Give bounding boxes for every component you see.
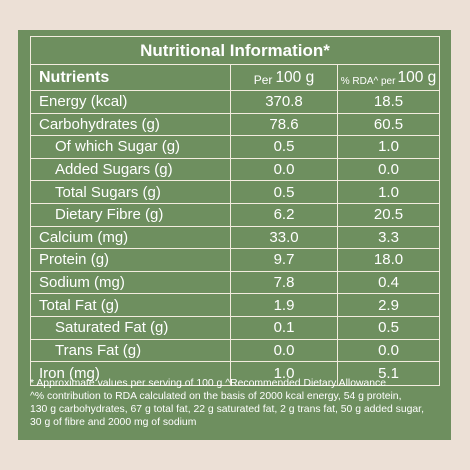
nutrient-name: Added Sugars (g) xyxy=(31,158,231,181)
table-row: Carbohydrates (g) 78.6 60.5 xyxy=(31,113,439,137)
nutrient-name: Total Sugars (g) xyxy=(31,181,231,203)
nutrient-name: Sodium (mg) xyxy=(31,271,231,294)
per-100g-value: 0.1 xyxy=(231,316,338,339)
footnote: * Approximate values per serving of 100 … xyxy=(30,377,442,429)
nutrient-name: Calcium (mg) xyxy=(31,226,231,249)
nutrient-name: Of which Sugar (g) xyxy=(31,136,231,158)
rda-value: 18.5 xyxy=(373,93,404,111)
per-100g-value: 7.8 xyxy=(231,271,338,294)
table-row: Of which Sugar (g) 0.5 1.0 xyxy=(31,136,439,159)
nutrient-name: Iron (mg) xyxy=(31,362,231,385)
rda-value: 60.5 xyxy=(373,115,404,133)
rda-value: 3.3 xyxy=(378,228,399,246)
per-100g-value: 33.0 xyxy=(231,226,338,249)
header-per-100g: Per 100 g xyxy=(231,65,338,90)
table-row: Total Fat (g) 1.9 2.9 xyxy=(31,294,439,317)
table-row: Trans Fat (g) 0.0 0.0 xyxy=(31,339,439,363)
table-row: Calcium (mg) 33.0 3.3 xyxy=(31,226,439,250)
rda-value: 0.4 xyxy=(378,274,399,292)
per-100g-value: 0.5 xyxy=(231,136,338,158)
footnote-line: 130 g carbohydrates, 67 g total fat, 22 … xyxy=(30,404,424,415)
rda-value: 0.0 xyxy=(378,161,399,179)
header-nutrients: Nutrients xyxy=(31,65,231,90)
header-per-prefix: Per xyxy=(253,73,273,87)
rda-value: 18.0 xyxy=(373,251,404,269)
nutrient-name: Carbohydrates (g) xyxy=(31,113,231,136)
nutrient-name: Energy (kcal) xyxy=(31,91,231,113)
header-rda-prefix: % RDA^ per xyxy=(340,76,396,87)
per-100g-value: 9.7 xyxy=(231,249,338,271)
per-100g-value: 78.6 xyxy=(231,113,338,136)
footnote-line: ^% contribution to RDA calculated on the… xyxy=(30,391,402,402)
rda-value: 20.5 xyxy=(373,206,404,224)
per-100g-value: 0.5 xyxy=(231,181,338,203)
table-row: Iron (mg) 1.0 5.1 xyxy=(31,362,439,385)
table-row: Added Sugars (g) 0.0 0.0 xyxy=(31,158,439,182)
header-rda-per-100g: % RDA^ per 100 g xyxy=(338,65,439,90)
rda-value: 1.0 xyxy=(378,183,399,201)
per-100g-value: 0.0 xyxy=(231,339,338,362)
per-100g-value: 370.8 xyxy=(231,91,338,113)
footnote-line: * Approximate values per serving of 100 … xyxy=(30,378,387,389)
table-row: Dietary Fibre (g) 6.2 20.5 xyxy=(31,203,439,227)
rda-value: 5.1 xyxy=(378,364,399,382)
footnote-line: 30 g of fibre and 2000 mg of sodium xyxy=(30,417,197,428)
table-header-row: Nutrients Per 100 g % RDA^ per 100 g xyxy=(31,65,439,91)
table-row: Saturated Fat (g) 0.1 0.5 xyxy=(31,316,439,340)
table-row: Sodium (mg) 7.8 0.4 xyxy=(31,271,439,295)
nutrient-name: Total Fat (g) xyxy=(31,294,231,316)
header-per-unit: 100 g xyxy=(275,69,315,86)
rda-value: 0.0 xyxy=(378,341,399,359)
nutrient-name: Dietary Fibre (g) xyxy=(31,203,231,226)
per-100g-value: 6.2 xyxy=(231,203,338,226)
nutrient-name: Trans Fat (g) xyxy=(31,339,231,362)
header-rda-unit: 100 g xyxy=(397,69,437,86)
nutrition-table: Nutritional Information* Nutrients Per 1… xyxy=(30,36,440,386)
rda-value: 2.9 xyxy=(378,296,399,314)
table-row: Total Sugars (g) 0.5 1.0 xyxy=(31,181,439,204)
rda-value: 1.0 xyxy=(378,138,399,156)
table-title: Nutritional Information* xyxy=(31,37,439,65)
rda-value: 0.5 xyxy=(378,319,399,337)
table-row: Protein (g) 9.7 18.0 xyxy=(31,249,439,272)
table-row: Energy (kcal) 370.8 18.5 xyxy=(31,91,439,114)
nutrition-panel xyxy=(18,30,451,440)
nutrient-name: Saturated Fat (g) xyxy=(31,316,231,339)
per-100g-value: 0.0 xyxy=(231,158,338,181)
per-100g-value: 1.0 xyxy=(231,362,338,385)
per-100g-value: 1.9 xyxy=(231,294,338,316)
table-body: Energy (kcal) 370.8 18.5 Carbohydrates (g) 7… xyxy=(31,91,439,385)
nutrient-name: Protein (g) xyxy=(31,249,231,271)
